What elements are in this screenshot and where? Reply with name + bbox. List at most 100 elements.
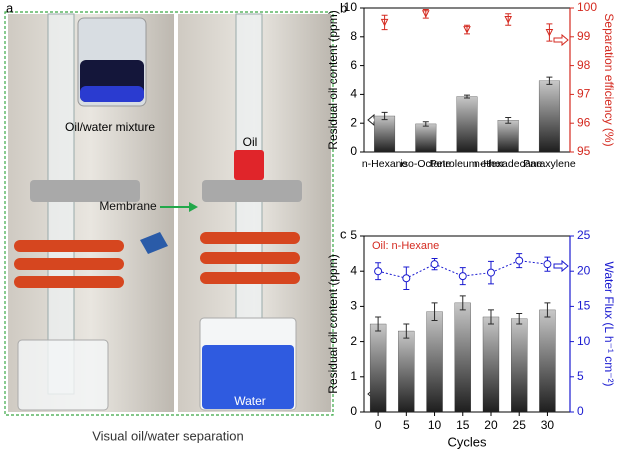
bar bbox=[482, 316, 500, 413]
tube bbox=[200, 272, 300, 284]
bar bbox=[426, 311, 443, 413]
y-tick-label: 3 bbox=[350, 299, 357, 313]
x-tick-label: n-Hexadecane bbox=[474, 158, 542, 170]
x-tick-label: Petroleum ether bbox=[430, 158, 505, 170]
mixture-water bbox=[80, 86, 144, 102]
error-bar bbox=[375, 316, 382, 332]
point bbox=[504, 16, 513, 24]
bar bbox=[511, 318, 528, 413]
point bbox=[486, 268, 495, 277]
y2-tick-label: 15 bbox=[577, 299, 591, 313]
error-bar bbox=[381, 111, 388, 121]
x-tick-label: 5 bbox=[403, 418, 410, 432]
axis-pointer bbox=[553, 33, 569, 47]
tube bbox=[200, 232, 300, 244]
point bbox=[430, 260, 439, 269]
y2-tick-label: 97 bbox=[577, 87, 591, 101]
error-bar bbox=[459, 295, 466, 311]
point bbox=[463, 26, 471, 34]
y2-axis-label: Separation efficiency (%) bbox=[602, 13, 616, 146]
valve bbox=[140, 232, 168, 254]
error-bar bbox=[464, 94, 470, 99]
bar bbox=[456, 96, 478, 153]
error-bar bbox=[422, 121, 429, 127]
y2-tick-label: 5 bbox=[577, 369, 584, 383]
point bbox=[515, 256, 524, 265]
y-tick-label: 1 bbox=[350, 369, 357, 383]
point bbox=[380, 18, 389, 27]
error-bar bbox=[546, 76, 553, 85]
bar bbox=[415, 123, 437, 153]
clamp-tubes bbox=[14, 232, 300, 288]
photo-label: Water bbox=[234, 394, 266, 408]
caption: Visual oil/water separation bbox=[92, 428, 244, 443]
y2-tick-label: 0 bbox=[577, 404, 584, 418]
point bbox=[421, 10, 430, 18]
y-tick-label: 6 bbox=[350, 58, 357, 72]
y-tick-label: 5 bbox=[350, 228, 357, 242]
point bbox=[543, 260, 552, 269]
photo-label: Oil bbox=[243, 135, 258, 149]
arrow-head bbox=[189, 202, 198, 212]
y2-tick-label: 96 bbox=[577, 115, 591, 129]
point bbox=[458, 272, 467, 281]
error-bar bbox=[516, 312, 523, 325]
clamp bbox=[202, 180, 302, 202]
x-tick-label: 15 bbox=[456, 418, 470, 432]
error-bar bbox=[487, 309, 494, 325]
x-tick-label: Paraxylene bbox=[523, 158, 576, 170]
y-tick-label: 8 bbox=[350, 29, 357, 43]
x-tick-label: n-Hexane bbox=[362, 158, 408, 170]
bar bbox=[538, 80, 560, 153]
y-axis-label: Residual oil content (ppm) bbox=[326, 254, 340, 393]
panel-border bbox=[4, 11, 334, 416]
oil bbox=[234, 150, 264, 180]
photo-label: Membrane bbox=[99, 199, 157, 213]
y2-tick-label: 98 bbox=[577, 58, 591, 72]
x-tick-label: iso-Octane bbox=[400, 158, 451, 170]
y-tick-label: 0 bbox=[350, 404, 357, 418]
y-tick-label: 0 bbox=[350, 144, 357, 158]
y2-tick-label: 100 bbox=[577, 0, 597, 14]
point bbox=[545, 28, 554, 37]
point bbox=[374, 267, 383, 276]
x-tick-label: 20 bbox=[484, 418, 498, 432]
x-tick-label: 0 bbox=[375, 418, 382, 432]
panel-label: a bbox=[6, 0, 14, 15]
y-tick-label: 4 bbox=[350, 263, 357, 277]
panel-label: b bbox=[340, 0, 347, 15]
cylinder bbox=[47, 13, 75, 395]
x-tick-label: 10 bbox=[428, 418, 442, 432]
y2-axis-label: Water Flux (L h⁻¹ cm⁻²) bbox=[602, 261, 616, 386]
tube bbox=[14, 240, 124, 252]
bar bbox=[539, 309, 556, 413]
photo-label: Oil/water mixture bbox=[65, 120, 155, 134]
tube bbox=[14, 276, 124, 288]
tube bbox=[200, 252, 300, 264]
y2-tick-label: 99 bbox=[577, 29, 591, 43]
clamp bbox=[30, 180, 140, 202]
bar bbox=[369, 323, 387, 413]
y-tick-label: 4 bbox=[350, 87, 357, 101]
y2-tick-label: 95 bbox=[577, 144, 591, 158]
y2-tick-label: 25 bbox=[577, 228, 591, 242]
panel-label: c bbox=[340, 226, 347, 241]
photo-panel bbox=[4, 11, 334, 416]
x-tick-label: 25 bbox=[513, 418, 527, 432]
x-tick-label: 30 bbox=[541, 418, 555, 432]
beaker bbox=[17, 339, 109, 411]
error-bar bbox=[546, 23, 553, 42]
y-tick-label: 10 bbox=[344, 0, 358, 14]
tube bbox=[14, 258, 124, 270]
annotation: Oil: n-Hexane bbox=[372, 240, 439, 252]
x-axis-label: Cycles bbox=[447, 434, 487, 449]
error-bar bbox=[403, 323, 410, 339]
y2-tick-label: 20 bbox=[577, 263, 591, 277]
water bbox=[202, 345, 294, 409]
y-tick-label: 2 bbox=[350, 334, 357, 348]
error-bar bbox=[544, 302, 551, 318]
axis-pointer bbox=[553, 259, 569, 273]
bar bbox=[454, 302, 471, 413]
bar bbox=[374, 115, 396, 153]
